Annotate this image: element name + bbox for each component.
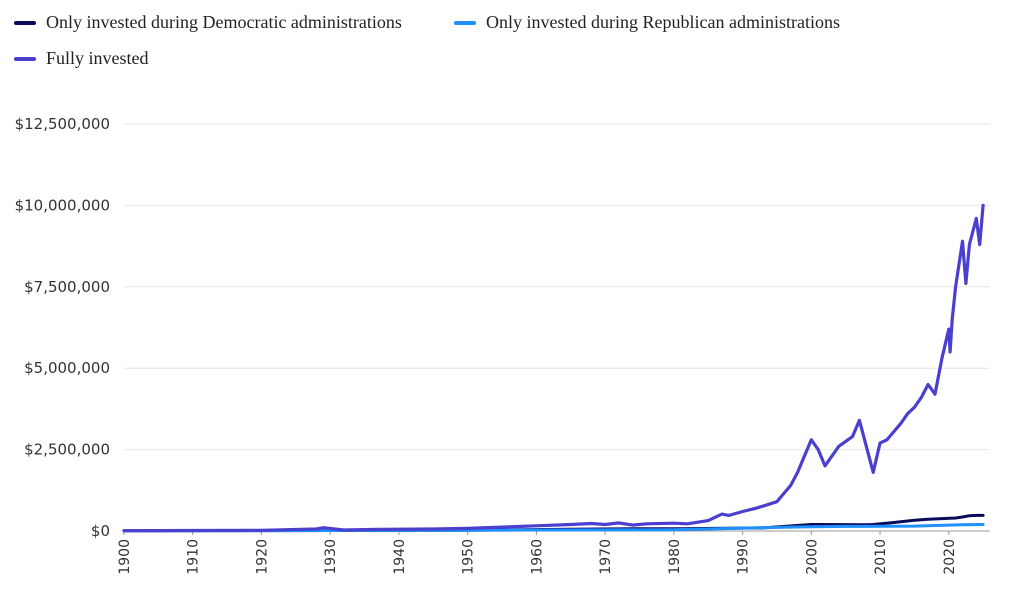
legend-swatch-fully-invested: [14, 56, 36, 61]
series-line-2: [122, 203, 985, 533]
x-tick-label-4: 1940: [392, 539, 408, 575]
legend-swatch-democratic: [14, 20, 36, 25]
legend-label-democratic: Only invested during Democratic administ…: [46, 12, 402, 32]
x-tick-label-8: 1980: [667, 539, 683, 575]
y-tick-label-2: $5,000,000: [24, 359, 110, 377]
y-tick-label-0: $0: [91, 522, 110, 540]
x-tick-label-10: 2000: [804, 539, 820, 575]
x-tick-label-7: 1970: [598, 539, 614, 575]
y-tick-label-3: $7,500,000: [24, 278, 110, 296]
x-tick-label-6: 1960: [529, 539, 545, 575]
x-tick-label-1: 1910: [186, 539, 202, 575]
legend-label-republican: Only invested during Republican administ…: [486, 12, 840, 32]
y-tick-label-5: $12,500,000: [15, 115, 110, 133]
legend-item-democratic[interactable]: Only invested during Democratic administ…: [14, 12, 402, 33]
legend-swatch-republican: [454, 20, 476, 25]
series-line-0: [122, 513, 985, 533]
legend-label-fully-invested: Fully invested: [46, 48, 149, 68]
series-line-1: [122, 523, 985, 533]
x-tick-label-0: 1900: [117, 539, 133, 575]
y-tick-label-4: $10,000,000: [15, 196, 110, 214]
legend-item-fully-invested[interactable]: Fully invested: [14, 48, 149, 69]
x-tick-label-9: 1990: [736, 539, 752, 575]
legend-item-republican[interactable]: Only invested during Republican administ…: [454, 12, 840, 33]
x-tick-label-11: 2010: [873, 539, 889, 575]
x-tick-label-3: 1930: [323, 539, 339, 575]
x-tick-label-5: 1950: [461, 539, 477, 575]
x-tick-label-12: 2020: [942, 539, 958, 575]
y-tick-label-1: $2,500,000: [24, 441, 110, 459]
x-tick-label-2: 1920: [254, 539, 270, 575]
